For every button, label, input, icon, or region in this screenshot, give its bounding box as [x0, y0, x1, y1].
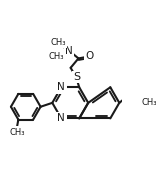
Text: N: N [57, 113, 65, 123]
Text: CH₃: CH₃ [48, 52, 63, 61]
Text: N: N [65, 46, 73, 56]
Text: S: S [73, 72, 80, 82]
Text: CH₃: CH₃ [141, 98, 156, 107]
Text: CH₃: CH₃ [50, 38, 66, 46]
Text: N: N [57, 82, 65, 92]
Text: O: O [85, 51, 93, 61]
Text: CH₃: CH₃ [9, 128, 24, 137]
